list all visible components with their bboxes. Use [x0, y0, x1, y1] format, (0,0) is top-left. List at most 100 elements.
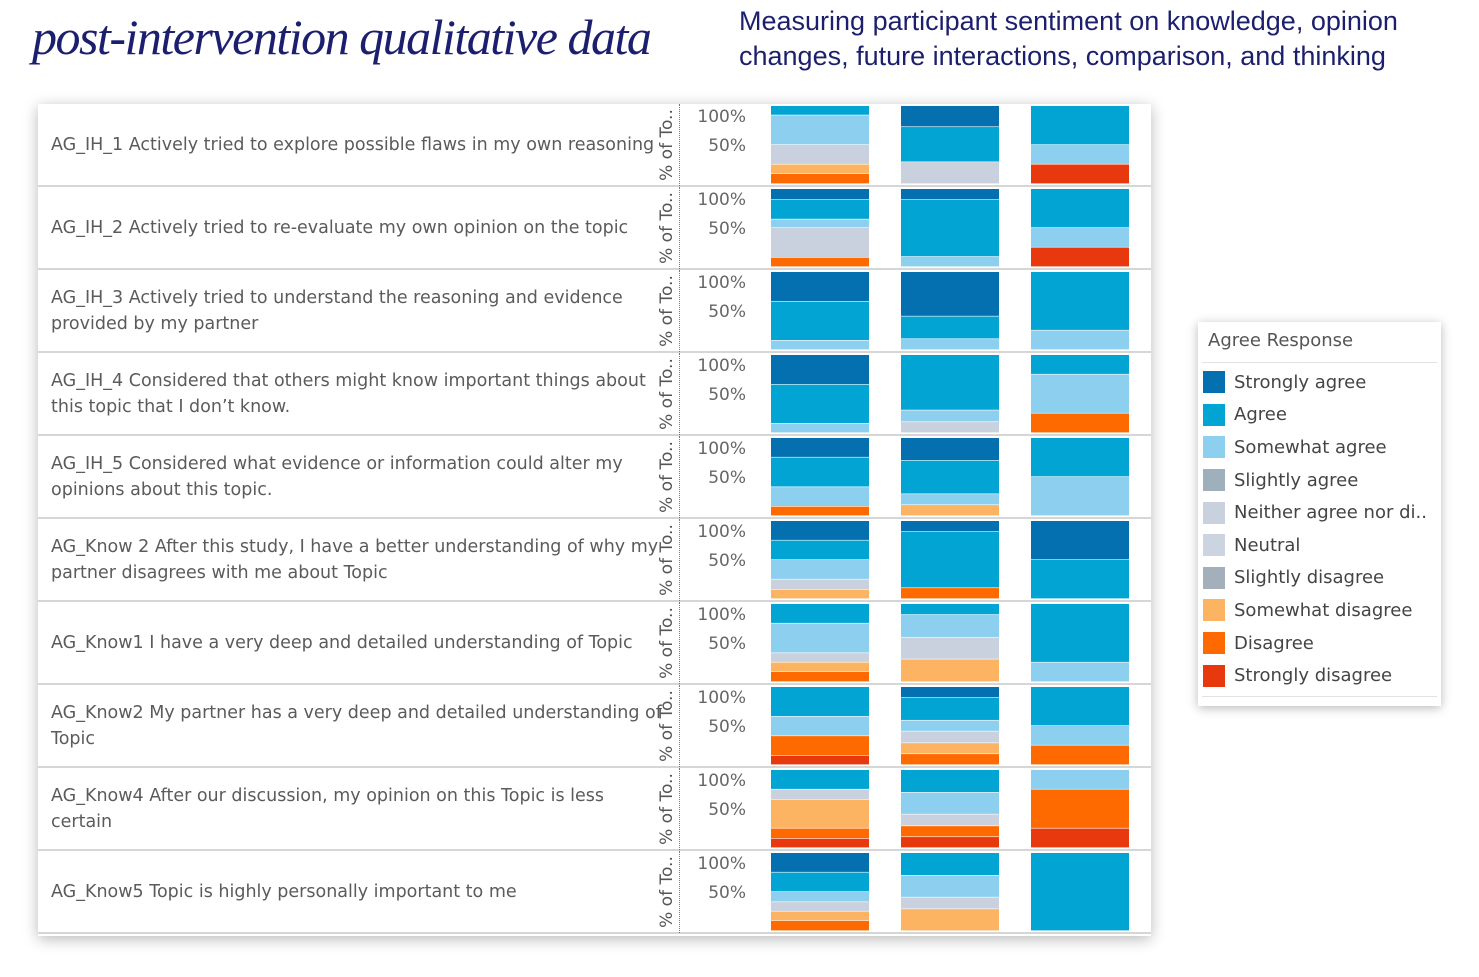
bar-segment[interactable]: Strongly agree: 38% — [771, 272, 869, 302]
bar-segment[interactable]: Somewhat disagree: 28% — [901, 909, 999, 931]
bar-segment[interactable]: Somewhat agree: 14% — [901, 494, 999, 505]
bar-segment[interactable]: Disagree: 14% — [901, 754, 999, 765]
bar-segment[interactable]: Neither agree nor di..: 15% — [901, 897, 999, 909]
bar-segment[interactable]: Agree: 71% — [901, 355, 999, 410]
bar-segment[interactable]: Somewhat agree: 25% — [771, 716, 869, 736]
bar-segment[interactable]: Somewhat agree: 25% — [1031, 662, 1129, 682]
bar-segment[interactable]: Neither agree nor di..: 12% — [771, 653, 869, 662]
bar-segment[interactable]: Agree: 50% — [1031, 106, 1129, 145]
bar-segment[interactable]: Agree: 50% — [1031, 687, 1129, 726]
bar-segment[interactable]: Neither agree nor di..: 25% — [771, 145, 869, 164]
bar-segment[interactable]: Strongly agree: 29% — [901, 438, 999, 461]
bar-segment[interactable]: Neither agree nor di..: 28% — [901, 162, 999, 184]
bar-segment[interactable]: Agree: 75% — [1031, 604, 1129, 662]
bar-segment[interactable]: Somewhat agree: 25% — [1031, 726, 1129, 745]
bar-segment[interactable]: Strongly agree: 27% — [901, 106, 999, 127]
bar-segment[interactable]: Disagree: 25% — [1031, 745, 1129, 765]
bar-segment[interactable]: Somewhat agree: 38% — [771, 115, 869, 145]
bar-segment[interactable]: Disagree: 14% — [901, 826, 999, 837]
bar-segment[interactable]: Somewhat agree: 38% — [771, 623, 869, 653]
bar-segment[interactable]: Somewhat agree: 14% — [901, 720, 999, 731]
bar-segment[interactable]: Somewhat agree: 25% — [771, 487, 869, 507]
bar-segment[interactable]: Strongly agree: 50% — [1031, 521, 1129, 560]
bar-segment[interactable]: Somewhat disagree: 29% — [901, 659, 999, 682]
bar-segment[interactable]: Strongly agree: 38% — [771, 355, 869, 385]
legend-item[interactable]: Slightly agree — [1203, 464, 1427, 497]
legend-item[interactable]: Somewhat agree — [1203, 431, 1427, 464]
bar-segment[interactable]: Disagree: 25% — [1031, 413, 1129, 433]
bar-segment[interactable]: Agree: 45% — [901, 127, 999, 162]
bar-segment[interactable]: Agree: 25% — [771, 540, 869, 560]
bar-segment[interactable]: Disagree: 12% — [771, 257, 869, 267]
legend-item[interactable]: Agree — [1203, 399, 1427, 432]
bar-segment[interactable]: Agree: 75% — [1031, 272, 1129, 330]
bar-segment[interactable]: Somewhat agree: 25% — [1031, 770, 1129, 789]
bar-segment[interactable]: Somewhat agree: 25% — [1031, 145, 1129, 164]
bar-segment[interactable]: Strongly agree: 25% — [771, 521, 869, 540]
legend-item[interactable]: Neutral — [1203, 529, 1427, 562]
bar-segment[interactable]: Disagree: 14% — [901, 588, 999, 599]
bar-segment[interactable]: Strongly agree: 14% — [771, 189, 869, 200]
bar-segment[interactable]: Somewhat agree: 28% — [901, 875, 999, 897]
bar-segment[interactable]: Agree: 29% — [901, 697, 999, 720]
bar-segment[interactable]: Somewhat agree: 29% — [901, 614, 999, 637]
bar-segment[interactable]: Somewhat agree: 13% — [771, 892, 869, 902]
bar-segment[interactable]: Somewhat agree: 14% — [901, 339, 999, 350]
bar-segment[interactable]: Strongly agree: 25% — [771, 438, 869, 457]
bar-segment[interactable]: Neither agree nor di..: 13% — [771, 789, 869, 800]
bar-segment[interactable]: Agree: 25% — [1031, 355, 1129, 374]
bar-segment[interactable]: Somewhat agree: 12% — [771, 340, 869, 350]
bar-segment[interactable]: Strongly disagree: 12% — [771, 755, 869, 765]
legend-item[interactable]: Slightly disagree — [1203, 562, 1427, 595]
bar-segment[interactable]: Agree: 100% — [1031, 853, 1129, 931]
bar-segment[interactable]: Strongly disagree: 25% — [1031, 164, 1129, 184]
bar-segment[interactable]: Somewhat agree: 25% — [1031, 330, 1129, 350]
bar-segment[interactable]: Somewhat agree: 11% — [771, 219, 869, 228]
bar-segment[interactable]: Somewhat agree: 50% — [1031, 477, 1129, 516]
bar-segment[interactable]: Agree: 50% — [771, 301, 869, 341]
bar-segment[interactable]: Neither agree nor di..: 38% — [771, 228, 869, 258]
legend-item[interactable]: Neither agree nor di.. — [1203, 496, 1427, 529]
bar-segment[interactable]: Somewhat disagree: 12% — [771, 911, 869, 921]
legend-item[interactable]: Strongly disagree — [1203, 659, 1427, 692]
bar-segment[interactable]: Neither agree nor di..: 12% — [771, 902, 869, 911]
bar-segment[interactable]: Disagree: 25% — [771, 736, 869, 756]
bar-segment[interactable]: Disagree: 50% — [1031, 789, 1129, 828]
bar-segment[interactable]: Strongly disagree: 25% — [1031, 247, 1129, 267]
bar-segment[interactable]: Somewhat disagree: 12% — [771, 164, 869, 174]
bar-segment[interactable]: Disagree: 13% — [771, 671, 869, 682]
bar-segment[interactable]: Disagree: 13% — [771, 173, 869, 184]
bar-segment[interactable]: Agree: 14% — [901, 604, 999, 615]
bar-segment[interactable]: Somewhat disagree: 12% — [771, 662, 869, 672]
bar-segment[interactable]: Somewhat agree: 15% — [901, 410, 999, 422]
bar-segment[interactable]: Neither agree nor di..: 15% — [901, 731, 999, 743]
bar-segment[interactable]: Agree: 29% — [901, 770, 999, 793]
bar-segment[interactable]: Strongly disagree: 25% — [1031, 828, 1129, 848]
bar-segment[interactable]: Somewhat disagree: 37% — [771, 799, 869, 828]
bar-segment[interactable]: Agree: 38% — [771, 687, 869, 717]
bar-segment[interactable]: Somewhat disagree: 14% — [901, 743, 999, 754]
bar-segment[interactable]: Somewhat agree: 12% — [771, 423, 869, 433]
bar-segment[interactable]: Agree: 25% — [771, 872, 869, 892]
bar-segment[interactable]: Somewhat agree: 50% — [1031, 374, 1129, 413]
bar-segment[interactable]: Agree: 25% — [771, 770, 869, 789]
bar-segment[interactable]: Strongly disagree: 14% — [901, 837, 999, 848]
bar-segment[interactable]: Agree: 50% — [1031, 189, 1129, 228]
bar-segment[interactable]: Agree: 50% — [1031, 560, 1129, 599]
bar-segment[interactable]: Disagree: 12% — [771, 506, 869, 516]
bar-segment[interactable]: Agree: 29% — [901, 316, 999, 339]
legend-item[interactable]: Somewhat disagree — [1203, 594, 1427, 627]
bar-segment[interactable]: Agree: 12% — [771, 106, 869, 115]
legend-item[interactable]: Strongly agree — [1203, 366, 1427, 399]
bar-segment[interactable]: Disagree: 13% — [771, 920, 869, 931]
bar-segment[interactable]: Agree: 50% — [1031, 438, 1129, 477]
bar-segment[interactable]: Disagree: 13% — [771, 828, 869, 839]
bar-segment[interactable]: Agree: 43% — [901, 460, 999, 494]
bar-segment[interactable]: Agree: 73% — [901, 199, 999, 257]
bar-segment[interactable]: Neither agree nor di..: 13% — [771, 579, 869, 590]
bar-segment[interactable]: Strongly disagree: 12% — [771, 838, 869, 848]
bar-segment[interactable]: Strongly agree: 14% — [901, 189, 999, 200]
bar-segment[interactable]: Somewhat agree: 25% — [771, 560, 869, 579]
bar-segment[interactable]: Somewhat disagree: 12% — [771, 589, 869, 599]
bar-segment[interactable]: Somewhat agree: 28% — [901, 792, 999, 814]
